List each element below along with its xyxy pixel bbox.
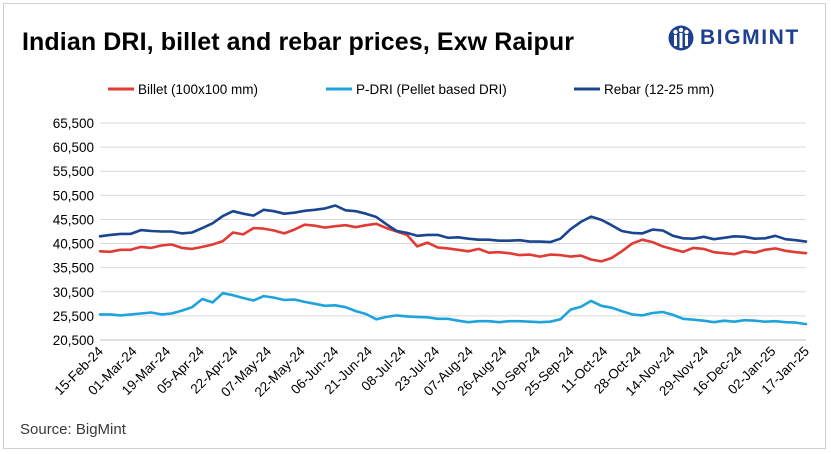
y-tick-label: 25,500: [53, 309, 94, 324]
brand-name: BIGMINT: [700, 26, 800, 49]
y-tick-label: 50,500: [53, 188, 94, 203]
x-axis: 15-Feb-2401-Mar-2419-Mar-2405-Apr-2422-A…: [51, 339, 812, 400]
y-tick-label: 40,500: [53, 237, 94, 252]
chart-title: Indian DRI, billet and rebar prices, Exw…: [22, 28, 575, 56]
bigmint-logo-icon: [668, 25, 694, 51]
source-note: Source: BigMint: [20, 421, 126, 438]
y-tick-label: 65,500: [53, 116, 94, 131]
y-tick-label: 55,500: [53, 164, 94, 179]
y-tick-label: 45,500: [53, 212, 94, 227]
y-tick-label: 30,500: [53, 285, 94, 300]
brand-logo: BIGMINT: [668, 22, 800, 54]
series-lines: [98, 204, 808, 326]
y-tick-label: 20,500: [53, 333, 94, 348]
series-line-rebar: [98, 204, 808, 244]
chart-frame: [3, 3, 826, 449]
series-line-billet: [98, 222, 808, 263]
y-tick-label: 35,500: [53, 261, 94, 276]
chart-legend: Billet (100x100 mm) P-DRI (Pellet based D…: [108, 82, 714, 97]
legend-label-pdri: P-DRI (Pellet based DRI): [356, 82, 507, 97]
y-tick-label: 60,500: [53, 140, 94, 155]
legend-label-billet: Billet (100x100 mm): [138, 82, 258, 97]
legend-label-rebar: Rebar (12-25 mm): [604, 82, 714, 97]
series-line-pdri: [98, 291, 808, 326]
